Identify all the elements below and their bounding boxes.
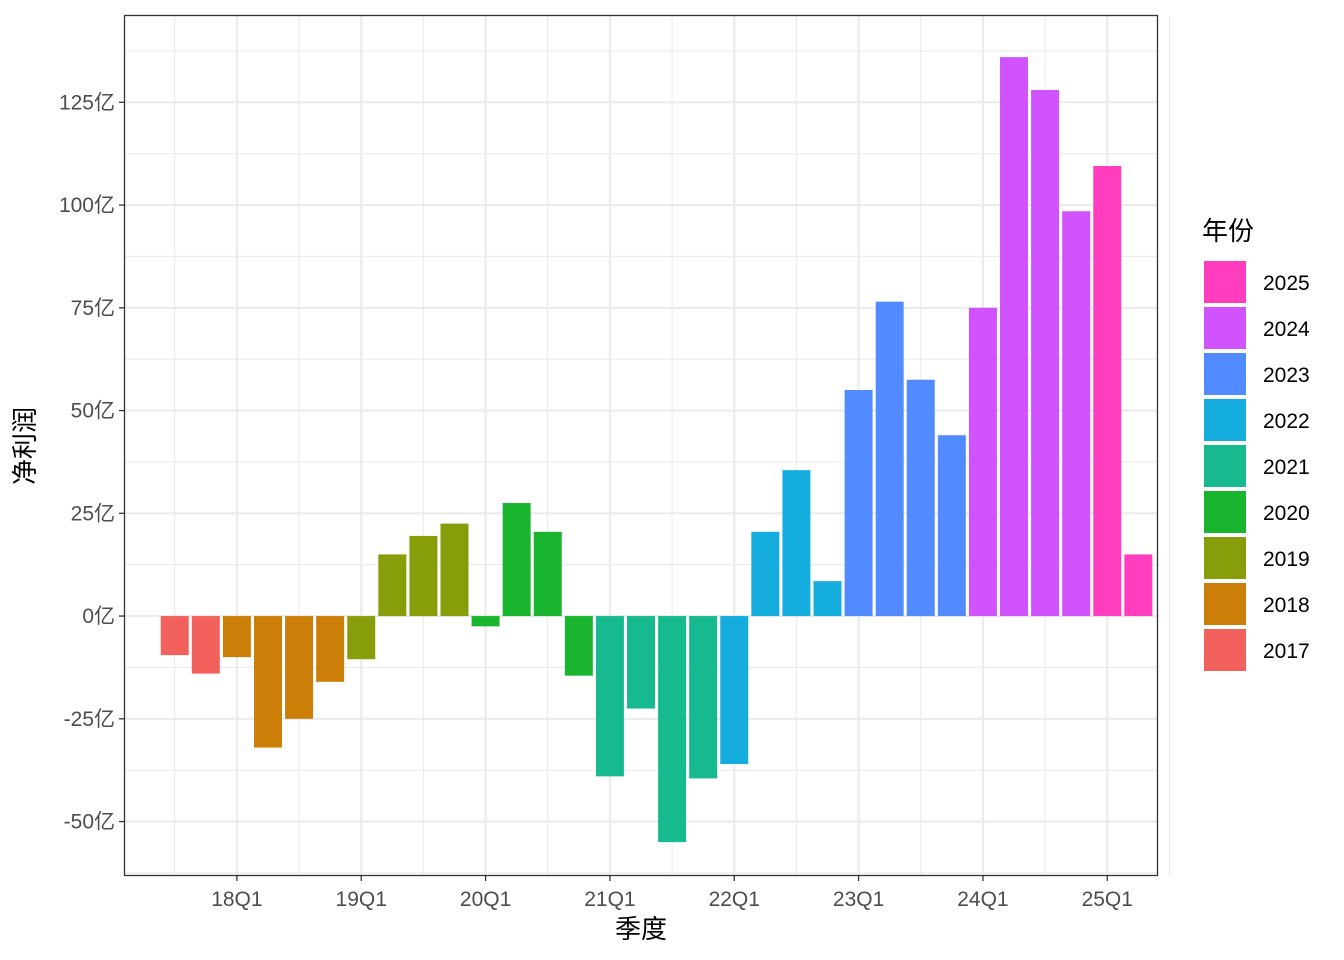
bar-22Q3 [782, 470, 811, 617]
y-tick-label: 0亿 [82, 605, 115, 628]
bar-17Q3 [160, 616, 189, 656]
bar-24Q2 [1000, 57, 1028, 617]
y-tick-label: -25亿 [64, 708, 115, 731]
x-tick-label: 22Q1 [709, 888, 760, 911]
legend-key-2021 [1204, 445, 1246, 487]
bar-21Q4 [689, 616, 718, 779]
legend-label-2018: 2018 [1263, 594, 1310, 617]
bar-18Q4 [316, 616, 345, 682]
bar-22Q4 [813, 581, 842, 617]
legend-key-2018 [1204, 583, 1246, 625]
y-axis-title: 净利润 [11, 407, 41, 485]
bar-24Q1 [968, 307, 997, 617]
panel-border [123, 14, 1159, 877]
bar-25Q2 [1124, 554, 1153, 617]
legend-key-2022 [1204, 399, 1246, 441]
y-tick-label: 100亿 [59, 194, 115, 217]
bar-23Q3 [906, 379, 935, 617]
x-tick-label: 19Q1 [336, 888, 387, 911]
legend-key-2019 [1204, 537, 1246, 579]
y-tick-label: 75亿 [71, 297, 115, 320]
legend-label-2021: 2021 [1263, 456, 1310, 479]
bar-24Q4 [1062, 211, 1091, 617]
y-tick-label: 25亿 [71, 502, 115, 525]
legend-key-2017 [1204, 629, 1246, 671]
bar-19Q4 [440, 523, 469, 617]
legend-title: 年份 [1202, 217, 1254, 247]
bar-23Q4 [937, 435, 966, 617]
major-gridlines [125, 16, 1157, 875]
bar-20Q2 [502, 503, 531, 617]
bars-layer [160, 57, 1153, 843]
legend-label-2023: 2023 [1263, 364, 1310, 387]
bar-21Q3 [658, 616, 687, 843]
bar-19Q1 [347, 616, 376, 660]
x-tick-label: 18Q1 [211, 888, 262, 911]
bar-19Q3 [409, 535, 438, 617]
bar-18Q2 [254, 616, 282, 748]
legend-label-2025: 2025 [1263, 272, 1310, 295]
legend-label-2019: 2019 [1263, 548, 1310, 571]
x-axis-ticks: 18Q1 19Q1 20Q1 21Q1 22Q1 23Q1 24Q1 25Q1 [211, 875, 1133, 911]
bar-18Q1 [222, 616, 251, 658]
legend-key-2020 [1204, 491, 1246, 533]
legend-key-2023 [1204, 353, 1246, 395]
bar-17Q4 [191, 616, 220, 674]
legend-label-2020: 2020 [1263, 502, 1310, 525]
bar-22Q1 [720, 616, 749, 765]
bar-23Q1 [844, 390, 873, 617]
bar-24Q3 [1031, 89, 1060, 617]
bar-20Q1 [471, 616, 500, 627]
x-tick-label: 20Q1 [460, 888, 511, 911]
x-tick-label: 23Q1 [833, 888, 884, 911]
bar-20Q3 [533, 531, 562, 617]
x-tick-label: 25Q1 [1082, 888, 1133, 911]
bar-23Q2 [875, 301, 904, 617]
bar-18Q3 [285, 616, 314, 719]
y-tick-label: -50亿 [64, 811, 115, 834]
y-tick-label: 125亿 [59, 91, 115, 114]
legend-key-2024 [1204, 307, 1246, 349]
legend-label-2017: 2017 [1263, 640, 1310, 663]
x-tick-label: 24Q1 [957, 888, 1008, 911]
x-axis-title: 季度 [615, 915, 667, 945]
legend-label-2024: 2024 [1263, 318, 1310, 341]
bar-20Q4 [564, 616, 593, 676]
y-tick-label: 50亿 [71, 400, 115, 423]
legend-label-2022: 2022 [1263, 410, 1310, 433]
x-tick-label: 21Q1 [584, 888, 635, 911]
y-axis-ticks: -50亿 -25亿 0亿 25亿 50亿 75亿 100亿 125亿 [59, 91, 125, 834]
bar-21Q1 [595, 616, 624, 777]
legend: 年份 2025 2024 2023 2022 2021 2020 2019 2018 2017 [1202, 217, 1310, 671]
bar-19Q2 [378, 554, 407, 617]
bar-21Q2 [627, 616, 655, 709]
bar-25Q1 [1093, 166, 1122, 617]
legend-key-2025 [1204, 261, 1246, 303]
bar-22Q2 [751, 531, 780, 617]
